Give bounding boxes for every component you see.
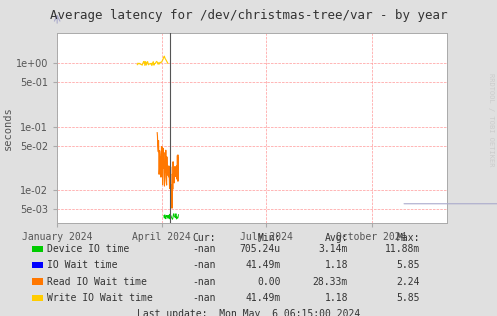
Text: 5.85: 5.85 xyxy=(397,293,420,303)
Text: RRDTOOL / TOBI OETIKER: RRDTOOL / TOBI OETIKER xyxy=(488,73,494,167)
Text: Device IO time: Device IO time xyxy=(47,244,129,254)
Text: Max:: Max: xyxy=(397,233,420,243)
Text: 705.24u: 705.24u xyxy=(240,244,281,254)
Text: Avg:: Avg: xyxy=(325,233,348,243)
Text: Cur:: Cur: xyxy=(193,233,216,243)
Text: 11.88m: 11.88m xyxy=(385,244,420,254)
Text: Write IO Wait time: Write IO Wait time xyxy=(47,293,153,303)
Text: -nan: -nan xyxy=(193,260,216,270)
Text: 0.00: 0.00 xyxy=(257,276,281,287)
Text: 5.85: 5.85 xyxy=(397,260,420,270)
Text: Average latency for /dev/christmas-tree/var - by year: Average latency for /dev/christmas-tree/… xyxy=(50,9,447,22)
Text: -nan: -nan xyxy=(193,293,216,303)
Text: -nan: -nan xyxy=(193,244,216,254)
Text: 3.14m: 3.14m xyxy=(319,244,348,254)
Text: Read IO Wait time: Read IO Wait time xyxy=(47,276,147,287)
Text: Last update:  Mon May  6 06:15:00 2024: Last update: Mon May 6 06:15:00 2024 xyxy=(137,309,360,316)
Text: IO Wait time: IO Wait time xyxy=(47,260,117,270)
Text: -nan: -nan xyxy=(193,276,216,287)
Text: 1.18: 1.18 xyxy=(325,260,348,270)
Y-axis label: seconds: seconds xyxy=(3,106,13,150)
Text: 1.18: 1.18 xyxy=(325,293,348,303)
Text: 2.24: 2.24 xyxy=(397,276,420,287)
Text: 41.49m: 41.49m xyxy=(246,260,281,270)
Text: Min:: Min: xyxy=(257,233,281,243)
Text: 41.49m: 41.49m xyxy=(246,293,281,303)
Text: 28.33m: 28.33m xyxy=(313,276,348,287)
